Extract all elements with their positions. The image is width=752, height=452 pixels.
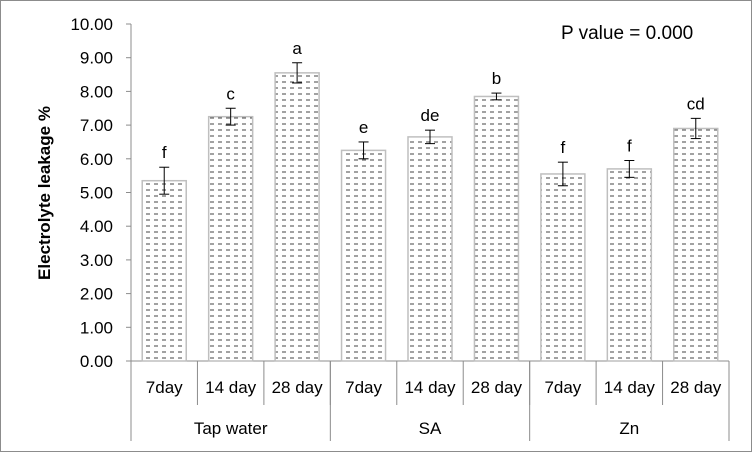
category-label: 28 day xyxy=(670,378,722,397)
labels: 0.00 1.00 2.00 3.00 4.00 5.00 6.00 7.00 8.00 9.00… xyxy=(70,15,721,438)
category-label: 7day xyxy=(345,378,382,397)
p-value-annotation: P value = 0.000 xyxy=(561,23,693,44)
category-label: 14 day xyxy=(404,378,456,397)
y-axis-title: Electrolyte leakage % xyxy=(35,106,54,280)
significance-letter: cd xyxy=(687,94,705,113)
group-label-sa: SA xyxy=(419,419,442,438)
significance-letter: a xyxy=(292,39,302,58)
significance-letter: b xyxy=(492,69,501,88)
group-label-zn: Zn xyxy=(619,419,639,438)
bar-sa-3 xyxy=(473,95,520,362)
bar-tap-water-1 xyxy=(141,179,187,362)
category-label: 14 day xyxy=(604,378,656,397)
bar-sa-1 xyxy=(340,149,387,362)
y-tick-label: 4.00 xyxy=(80,217,113,236)
y-tick-label: 7.00 xyxy=(80,116,113,135)
category-label: 14 day xyxy=(205,378,257,397)
group-label-tap-water: Tap water xyxy=(194,419,268,438)
bar-sa-2 xyxy=(407,136,453,362)
significance-letter: f xyxy=(627,136,632,155)
significance-letter: c xyxy=(226,84,235,103)
y-tick-label: 6.00 xyxy=(80,150,113,169)
category-label: 28 day xyxy=(272,378,324,397)
y-tick-label: 0.00 xyxy=(80,352,113,371)
significance-letter: f xyxy=(162,143,167,162)
y-tick-label: 3.00 xyxy=(80,251,113,270)
significance-letter: f xyxy=(561,138,566,157)
category-label: 7day xyxy=(544,378,581,397)
y-tick-label: 10.00 xyxy=(70,15,113,34)
bar-zn-1 xyxy=(540,173,586,362)
y-tick-label: 5.00 xyxy=(80,184,113,203)
bar-zn-2 xyxy=(606,168,653,362)
y-tick-label: 1.00 xyxy=(80,318,113,337)
significance-letter: e xyxy=(359,118,368,137)
category-label: 7day xyxy=(146,378,183,397)
bars xyxy=(141,62,719,362)
significance-letter: de xyxy=(421,106,440,125)
y-tick-label: 8.00 xyxy=(80,82,113,101)
bar-tap-water-3 xyxy=(274,72,320,362)
bar-tap-water-2 xyxy=(207,115,254,362)
y-tick-label: 2.00 xyxy=(80,285,113,304)
bar-zn-3 xyxy=(673,127,719,362)
y-tick-label: 9.00 xyxy=(80,49,113,68)
category-label: 28 day xyxy=(471,378,523,397)
